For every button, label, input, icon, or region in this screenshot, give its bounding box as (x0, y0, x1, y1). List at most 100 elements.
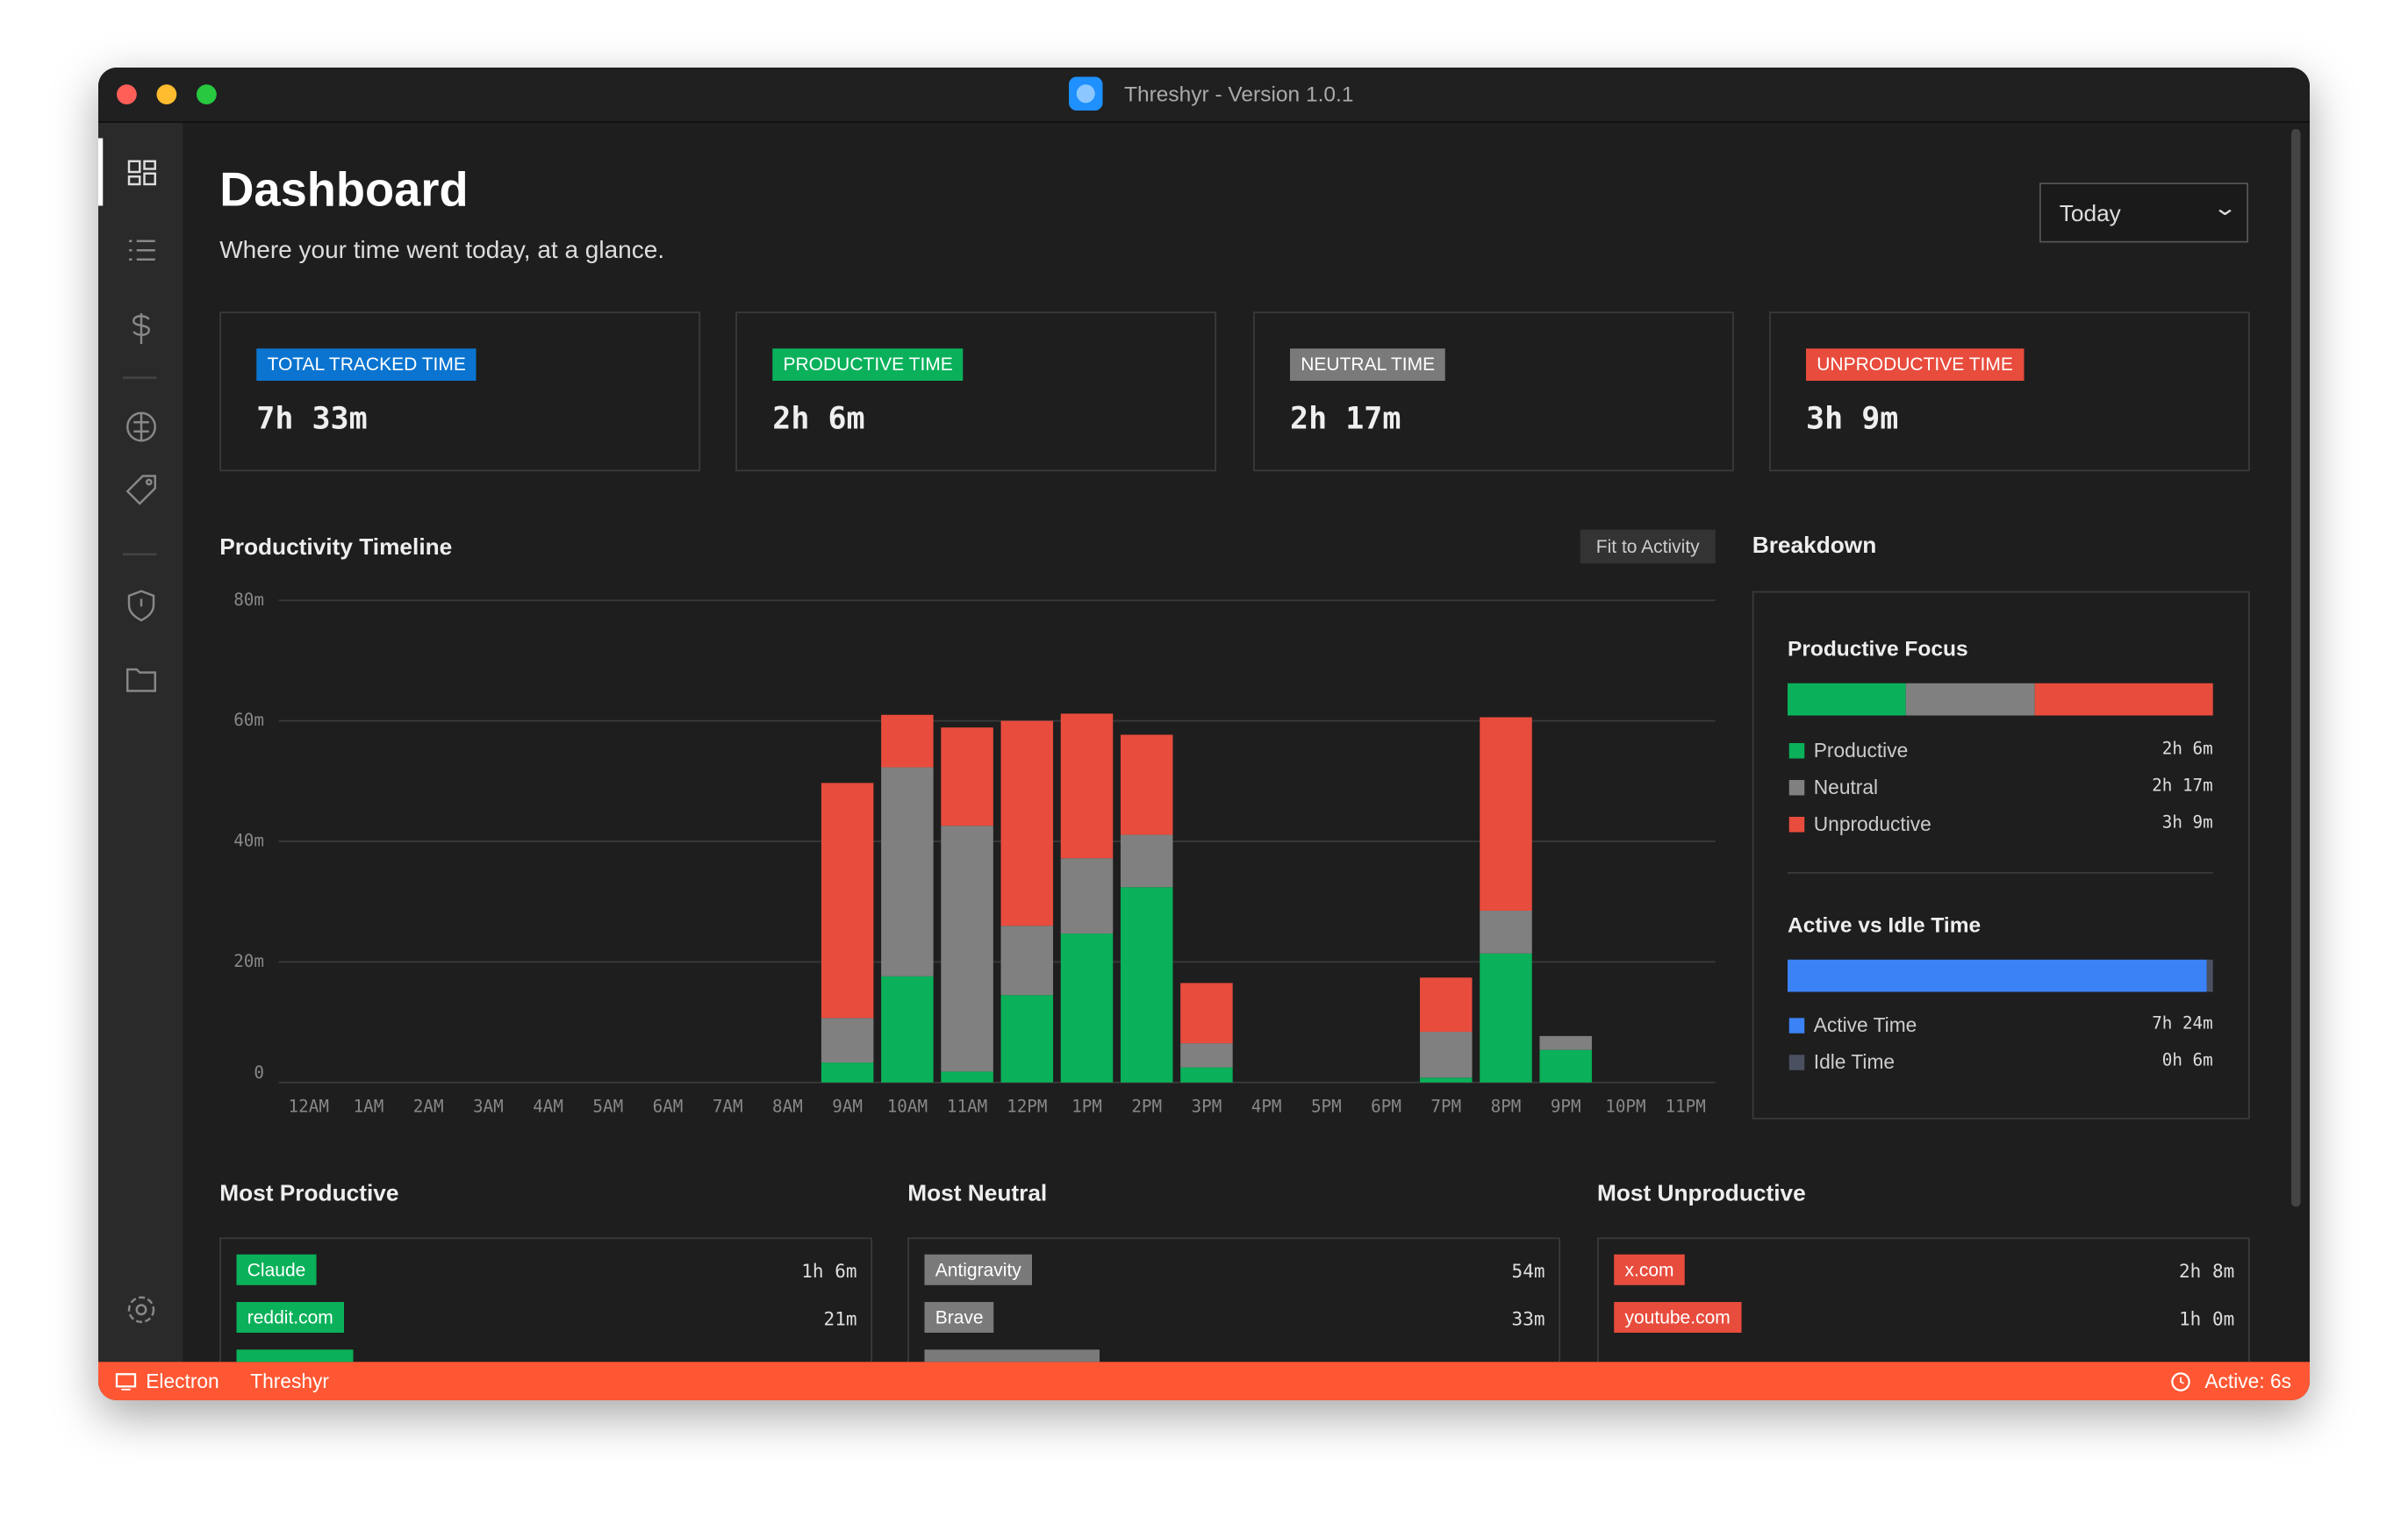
bar-segment (881, 976, 934, 1083)
list-value: 33m (1511, 1308, 1545, 1330)
section-title: Productive Focus (1788, 635, 1968, 661)
breakdown-card (1752, 590, 2250, 1120)
bar-segment (1180, 1043, 1233, 1068)
scrollbar[interactable] (2291, 129, 2301, 1207)
list-card: Antigravity 54m Brave 33m (907, 1237, 1560, 1363)
bar-segment (1180, 1067, 1233, 1083)
stat-label: TOTAL TRACKED TIME (256, 348, 477, 381)
legend-label: Unproductive (1813, 812, 1931, 835)
bar-segment (1480, 910, 1532, 954)
legend-label: Productive (1813, 738, 1909, 762)
folder-icon[interactable] (126, 668, 156, 692)
legend-label: Active Time (1813, 1013, 1917, 1037)
x-tick-label: 3AM (473, 1096, 504, 1116)
y-tick-label: 0 (254, 1062, 264, 1083)
brain-icon[interactable] (126, 411, 156, 442)
y-tick-label: 40m (233, 831, 264, 851)
x-tick-label: 5AM (592, 1096, 623, 1116)
bar-segment (821, 1018, 874, 1063)
tag-icon[interactable] (125, 475, 156, 505)
status-active: Active: 6s (2204, 1370, 2291, 1393)
list-chip[interactable]: x.com (1614, 1254, 1685, 1285)
app-window: Threshyr - Version 1.0.1 Electron Thresh… (98, 68, 2310, 1400)
x-tick-label: 4AM (533, 1096, 563, 1116)
list-chip[interactable]: Antigravity (924, 1254, 1033, 1285)
range-value: Today (2059, 201, 2121, 227)
legend-value: 2h 6m (2161, 738, 2213, 759)
stat-card: UNPRODUCTIVE TIME 3h 9m (1769, 311, 2250, 472)
x-tick-label: 4PM (1251, 1096, 1282, 1116)
list-value: 1h 0m (2179, 1308, 2235, 1330)
x-tick-label: 5PM (1311, 1096, 1342, 1116)
billing-icon[interactable] (133, 313, 150, 344)
remote-icon (115, 1373, 137, 1391)
legend-value: 7h 24m (2152, 1013, 2213, 1034)
zoom-button[interactable] (197, 84, 217, 104)
list-value: 2h 8m (2179, 1260, 2235, 1283)
close-button[interactable] (117, 84, 137, 104)
bar-segment (1420, 977, 1473, 1033)
settings-icon[interactable] (127, 1296, 155, 1323)
x-tick-label: 2AM (413, 1096, 444, 1116)
bar-segment (1060, 713, 1114, 859)
bar-segment (821, 783, 874, 1019)
legend-swatch (1788, 1018, 1805, 1034)
fit-button[interactable]: Fit to Activity (1580, 529, 1716, 564)
clock-icon (2171, 1372, 2190, 1391)
list-chip[interactable]: Claude (236, 1254, 317, 1285)
list-value: 1h 6m (801, 1260, 857, 1283)
bar-segment (1120, 887, 1173, 1083)
stat-value: 2h 6m (772, 399, 865, 436)
divider (1788, 872, 2213, 874)
window-title: Threshyr - Version 1.0.1 (1124, 81, 1354, 106)
list-chip-cut (924, 1349, 1100, 1363)
status-item[interactable]: Threshyr (250, 1370, 330, 1393)
bar-segment (1120, 734, 1173, 835)
list-title: Most Unproductive (1597, 1180, 1806, 1207)
list-title: Most Productive (219, 1180, 399, 1207)
bar-segment (1060, 858, 1114, 934)
x-tick-label: 10PM (1605, 1096, 1645, 1116)
legend-value: 0h 6m (2161, 1050, 2213, 1070)
shield-icon[interactable] (127, 590, 155, 622)
list-chip[interactable]: Brave (924, 1302, 994, 1333)
bar-segment (941, 1071, 993, 1083)
bar-segment (1180, 983, 1233, 1044)
status-item[interactable]: Electron (146, 1370, 219, 1393)
chart: 0 20m 40m 60m 80m 12AM 1AM 2AM 3AM 4AM 5AM 6AM 7AM 8A… (233, 590, 1716, 1116)
main-content: 0 20m 40m 60m 80m 12AM 1AM 2AM 3AM 4AM 5AM 6AM 7AM 8A… (183, 123, 2294, 1363)
status-bar: Electron Threshyr Active: 6s (98, 1362, 2310, 1400)
app-icon (1069, 76, 1103, 111)
minimize-button[interactable] (156, 84, 177, 104)
list-card: x.com 2h 8m youtube.com 1h 0m (1597, 1237, 2250, 1363)
stat-card: PRODUCTIVE TIME 2h 6m (735, 311, 1216, 472)
bar-segment (1420, 1077, 1473, 1083)
legend-label: Idle Time (1813, 1050, 1896, 1074)
bar-segment (1906, 683, 2036, 716)
stat-value: 7h 33m (256, 399, 368, 436)
bar-segment (881, 767, 934, 977)
x-tick-label: 12AM (289, 1096, 329, 1116)
bar-segment (1539, 1049, 1592, 1083)
bar-segment (1000, 995, 1054, 1083)
range-select[interactable]: Today ⌄ (2039, 182, 2248, 243)
sidebar (98, 123, 183, 1363)
sidebar-icons (123, 160, 157, 1323)
list-chip[interactable]: reddit.com (236, 1302, 345, 1333)
list-chip[interactable]: youtube.com (1614, 1302, 1742, 1333)
stat-label: UNPRODUCTIVE TIME (1806, 348, 2025, 381)
bar-segment (1420, 1032, 1473, 1078)
bar-segment (1539, 1035, 1592, 1050)
page-title: Dashboard (219, 162, 469, 217)
stat-value: 2h 17m (1290, 399, 1401, 436)
bar-segment (1788, 683, 1907, 716)
list-icon[interactable] (129, 240, 155, 261)
dashboard-icon[interactable] (127, 160, 156, 186)
bar-segment (2035, 683, 2213, 716)
x-tick-label: 11PM (1665, 1096, 1705, 1116)
legend-swatch (1788, 780, 1805, 796)
list-title: Most Neutral (907, 1180, 1048, 1207)
page-subtitle: Where your time went today, at a glance. (219, 238, 665, 264)
bar-segment (1480, 717, 1532, 911)
legend-swatch (1788, 817, 1805, 833)
